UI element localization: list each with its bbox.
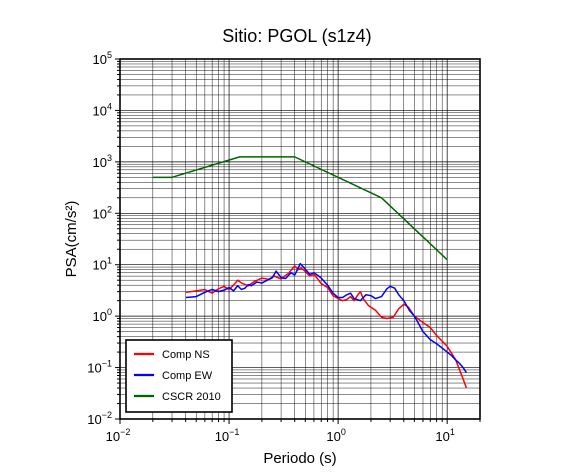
x-tick-label: 101 (435, 427, 454, 444)
legend-box (125, 339, 233, 413)
x-tick-label-exponent: −2 (120, 427, 130, 437)
y-tick-label-exponent: −2 (102, 410, 112, 420)
legend-label: CSCR 2010 (162, 391, 221, 403)
legend: Comp NS Comp EW CSCR 2010 (125, 339, 233, 413)
y-tick-label-base: 10 (93, 52, 107, 67)
grid (120, 59, 481, 419)
x-tick-label-base: 10 (435, 429, 449, 444)
y-tick-label: 101 (93, 256, 112, 273)
x-tick-label-base: 10 (326, 429, 340, 444)
y-tick-label-base: 10 (87, 361, 101, 376)
series-layer (152, 156, 468, 389)
y-tick-label-base: 10 (93, 155, 107, 170)
y-tick-label-exponent: 0 (107, 307, 112, 317)
y-axis-label: PSA(cm/s²) (63, 201, 80, 278)
y-tick-label-base: 10 (93, 103, 107, 118)
chart-title: Sitio: PGOL (s1z4) (222, 26, 371, 46)
x-tick-label-base: 10 (215, 429, 229, 444)
y-tick-label-exponent: 3 (107, 153, 112, 163)
y-tick-label-exponent: 2 (107, 204, 112, 214)
y-tick-label-exponent: 4 (107, 101, 112, 111)
legend-items: Comp NS Comp EW CSCR 2010 (134, 349, 221, 403)
x-tick-label: 100 (326, 427, 345, 444)
y-tick-label-base: 10 (93, 258, 107, 273)
y-tick-label: 10−1 (87, 359, 112, 376)
ticks (115, 58, 481, 424)
y-tick-label-exponent: −1 (102, 359, 112, 369)
x-tick-label-exponent: 0 (341, 427, 346, 437)
legend-label: Comp NS (162, 349, 210, 361)
x-tick-label-base: 10 (106, 429, 120, 444)
y-tick-label: 10−2 (87, 410, 112, 427)
x-axis-label: Periodo (s) (263, 450, 336, 467)
legend-label: Comp EW (162, 370, 213, 382)
y-tick-label-exponent: 1 (107, 256, 112, 266)
series-line-2 (185, 262, 467, 373)
plot-frame (119, 58, 481, 420)
y-tick-label-base: 10 (93, 206, 107, 221)
y-tick-label: 105 (93, 50, 112, 67)
x-tick-label: 10−2 (106, 427, 131, 444)
y-tick-label-base: 10 (87, 412, 101, 427)
y-tick-label: 103 (93, 153, 112, 170)
y-tick-label-base: 10 (93, 309, 107, 324)
series-line-3 (152, 156, 448, 261)
y-tick-label: 100 (93, 307, 112, 324)
y-tick-label: 102 (93, 204, 112, 221)
x-tick-label-exponent: 1 (450, 427, 455, 437)
y-tick-label-exponent: 5 (107, 50, 112, 60)
y-tick-label: 104 (93, 101, 112, 118)
x-tick-label: 10−1 (215, 427, 240, 444)
x-tick-label-exponent: −1 (229, 427, 239, 437)
